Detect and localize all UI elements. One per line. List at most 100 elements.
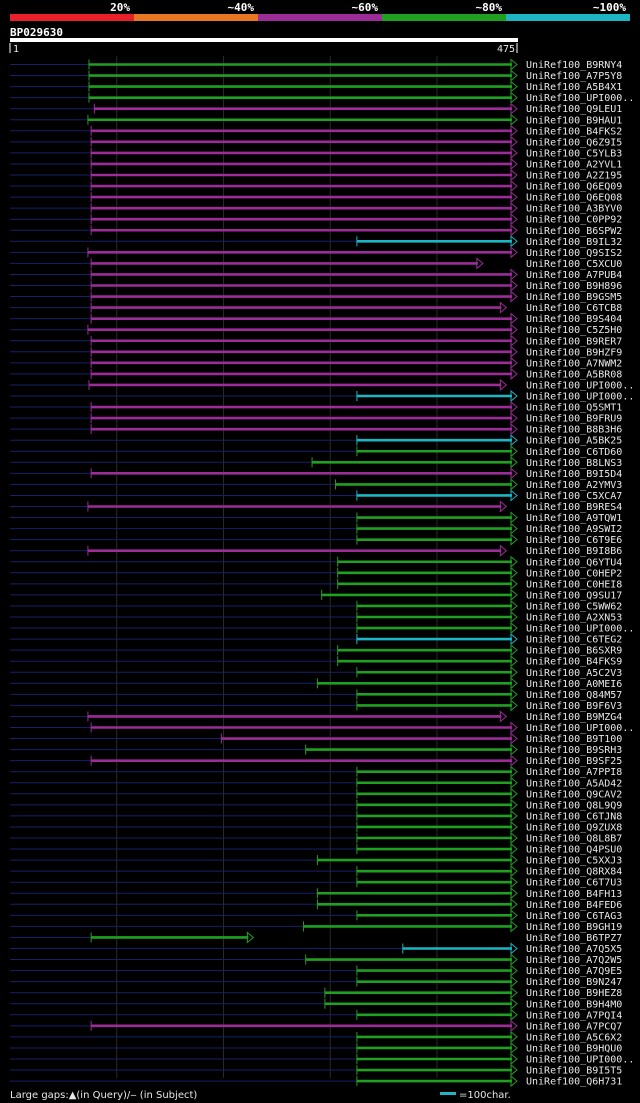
hit-label[interactable]: UniRef100_UPI000.. [526,392,634,403]
hit-row[interactable]: UniRef100_UPI000.. [10,91,634,105]
hit-row[interactable]: UniRef100_B9RNY4 [10,58,622,72]
hit-label[interactable]: UniRef100_B9I5T5 [526,1066,622,1077]
hit-row[interactable]: UniRef100_UPI000.. [10,621,634,635]
hit-row[interactable]: UniRef100_A2YVL1 [10,157,622,171]
hit-row[interactable]: UniRef100_Q6YTU4 [10,555,622,569]
hit-row[interactable]: UniRef100_A7PQI4 [10,1008,622,1022]
hit-row[interactable]: UniRef100_C0PP92 [10,213,622,226]
hit-label[interactable]: UniRef100_Q6EQ09 [526,182,622,193]
hit-label[interactable]: UniRef100_B9GH19 [526,922,622,933]
hit-row[interactable]: UniRef100_B9I8B6 [10,544,622,558]
hit-row[interactable]: UniRef100_B9I5D4 [10,467,622,480]
hit-row[interactable]: UniRef100_B6SXR9 [10,644,622,657]
hit-label[interactable]: UniRef100_Q6EQ08 [526,193,622,204]
hit-label[interactable]: UniRef100_B9SF25 [526,756,622,767]
hit-row[interactable]: UniRef100_Q9ZUX8 [10,820,622,834]
hit-label[interactable]: UniRef100_A2Z195 [526,171,622,182]
hit-row[interactable]: UniRef100_B9GH19 [10,920,622,933]
hit-label[interactable]: UniRef100_B4FED6 [526,900,622,911]
hit-label[interactable]: UniRef100_A7P5Y8 [526,71,622,82]
hit-label[interactable]: UniRef100_A7Q5X5 [526,944,622,955]
hit-label[interactable]: UniRef100_A7Q9E5 [526,966,622,977]
hit-label[interactable]: UniRef100_Q5SMT1 [526,403,622,414]
hit-label[interactable]: UniRef100_C5XCU0 [526,259,622,270]
hit-label[interactable]: UniRef100_UPI000.. [526,624,634,635]
hit-label[interactable]: UniRef100_C0PP92 [526,215,622,226]
hit-row[interactable]: UniRef100_Q6EQ08 [10,191,622,204]
hit-row[interactable]: UniRef100_Q9CAV2 [10,787,622,801]
hit-row[interactable]: UniRef100_C5Z5H0 [10,323,622,337]
hit-label[interactable]: UniRef100_A7PUB4 [526,270,622,281]
hit-label[interactable]: UniRef100_A5C2V3 [526,668,622,679]
hit-row[interactable]: UniRef100_Q84M57 [10,688,622,701]
hit-label[interactable]: UniRef100_B9RER7 [526,336,622,347]
hit-label[interactable]: UniRef100_B9T100 [526,734,622,745]
hit-row[interactable]: UniRef100_A5AD42 [10,776,622,790]
hit-label[interactable]: UniRef100_B9RES4 [526,502,622,513]
hit-row[interactable]: UniRef100_B9H896 [10,279,622,293]
hit-label[interactable]: UniRef100_B4FKS2 [526,126,622,137]
hit-row[interactable]: UniRef100_B9I5T5 [10,1063,622,1077]
hit-row[interactable]: UniRef100_C5XCA7 [10,489,622,502]
hit-label[interactable]: UniRef100_B9HAU1 [526,115,622,126]
hit-label[interactable]: UniRef100_B9GSM5 [526,292,622,303]
hit-label[interactable]: UniRef100_A0MEI6 [526,679,622,690]
hit-row[interactable]: UniRef100_B4FKS2 [10,124,622,138]
hit-label[interactable]: UniRef100_Q9ZUX8 [526,822,622,833]
hit-row[interactable]: UniRef100_A0MEI6 [10,677,622,690]
hit-label[interactable]: UniRef100_B9I8B6 [526,546,622,557]
hit-label[interactable]: UniRef100_A5B4X1 [526,82,622,93]
hit-label[interactable]: UniRef100_B4FH13 [526,889,622,900]
hit-label[interactable]: UniRef100_Q9SU17 [526,590,622,601]
hit-row[interactable]: UniRef100_B4FH13 [10,887,622,900]
hit-row[interactable]: UniRef100_A5BR08 [10,367,622,381]
hit-row[interactable]: UniRef100_A7Q5X5 [10,942,622,956]
hit-row[interactable]: UniRef100_B6TPZ7 [10,931,622,944]
hit-label[interactable]: UniRef100_UPI000.. [526,723,634,734]
hit-row[interactable]: UniRef100_Q8L9Q9 [10,798,622,812]
hit-label[interactable]: UniRef100_A5BK25 [526,436,622,447]
hit-row[interactable]: UniRef100_B9FRU9 [10,412,622,425]
hit-row[interactable]: UniRef100_Q6EQ09 [10,179,622,193]
hit-label[interactable]: UniRef100_B9H896 [526,281,622,292]
hit-label[interactable]: UniRef100_C6TEG2 [526,635,622,646]
hit-label[interactable]: UniRef100_C5WW62 [526,601,622,612]
hit-row[interactable]: UniRef100_A5BK25 [10,434,622,447]
hit-row[interactable]: UniRef100_C6T7U3 [10,876,622,889]
hit-label[interactable]: UniRef100_A5AD42 [526,778,622,789]
hit-row[interactable]: UniRef100_Q4PSU0 [10,842,622,856]
hit-label[interactable]: UniRef100_Q84M57 [526,690,622,701]
hit-row[interactable]: UniRef100_B9RES4 [10,500,622,514]
hit-label[interactable]: UniRef100_B9S404 [526,314,622,325]
hit-label[interactable]: UniRef100_Q4PSU0 [526,845,622,856]
hit-row[interactable]: UniRef100_C6TCB8 [10,301,622,315]
hit-row[interactable]: UniRef100_Q9SIS2 [10,246,622,259]
hit-row[interactable]: UniRef100_Q6Z9I5 [10,135,622,149]
hit-row[interactable]: UniRef100_UPI000.. [10,378,634,392]
hit-row[interactable]: UniRef100_B9HZF9 [10,345,622,359]
hit-row[interactable]: UniRef100_A9SWI2 [10,522,622,536]
hit-row[interactable]: UniRef100_Q6H731 [10,1075,622,1088]
hit-label[interactable]: UniRef100_A3BYV0 [526,204,622,215]
hit-label[interactable]: UniRef100_B9HEZ8 [526,988,622,999]
hit-row[interactable]: UniRef100_B9MZG4 [10,710,622,723]
hit-row[interactable]: UniRef100_C6TAG3 [10,909,622,922]
hit-row[interactable]: UniRef100_C6TJN8 [10,809,622,823]
hit-label[interactable]: UniRef100_C6T9E6 [526,535,622,546]
hit-label[interactable]: UniRef100_B4FKS9 [526,657,622,668]
hit-label[interactable]: UniRef100_B8B3H6 [526,425,622,436]
hit-label[interactable]: UniRef100_B9I5D4 [526,469,622,480]
hit-label[interactable]: UniRef100_B9F6V3 [526,701,622,712]
hit-label[interactable]: UniRef100_UPI000.. [526,1055,634,1066]
hit-label[interactable]: UniRef100_B9N247 [526,977,622,988]
hit-row[interactable]: UniRef100_A3BYV0 [10,202,622,215]
hit-row[interactable]: UniRef100_B9HQU0 [10,1041,622,1055]
hit-label[interactable]: UniRef100_A2YVL1 [526,159,622,170]
hit-label[interactable]: UniRef100_C6TAG3 [526,911,622,922]
hit-label[interactable]: UniRef100_C5Z5H0 [526,325,622,336]
hit-label[interactable]: UniRef100_A7Q2W5 [526,955,622,966]
hit-row[interactable]: UniRef100_Q9LEU1 [10,102,622,116]
hit-row[interactable]: UniRef100_B9IL32 [10,235,622,248]
hit-label[interactable]: UniRef100_UPI000.. [526,93,634,104]
hit-label[interactable]: UniRef100_B6SPW2 [526,226,622,237]
